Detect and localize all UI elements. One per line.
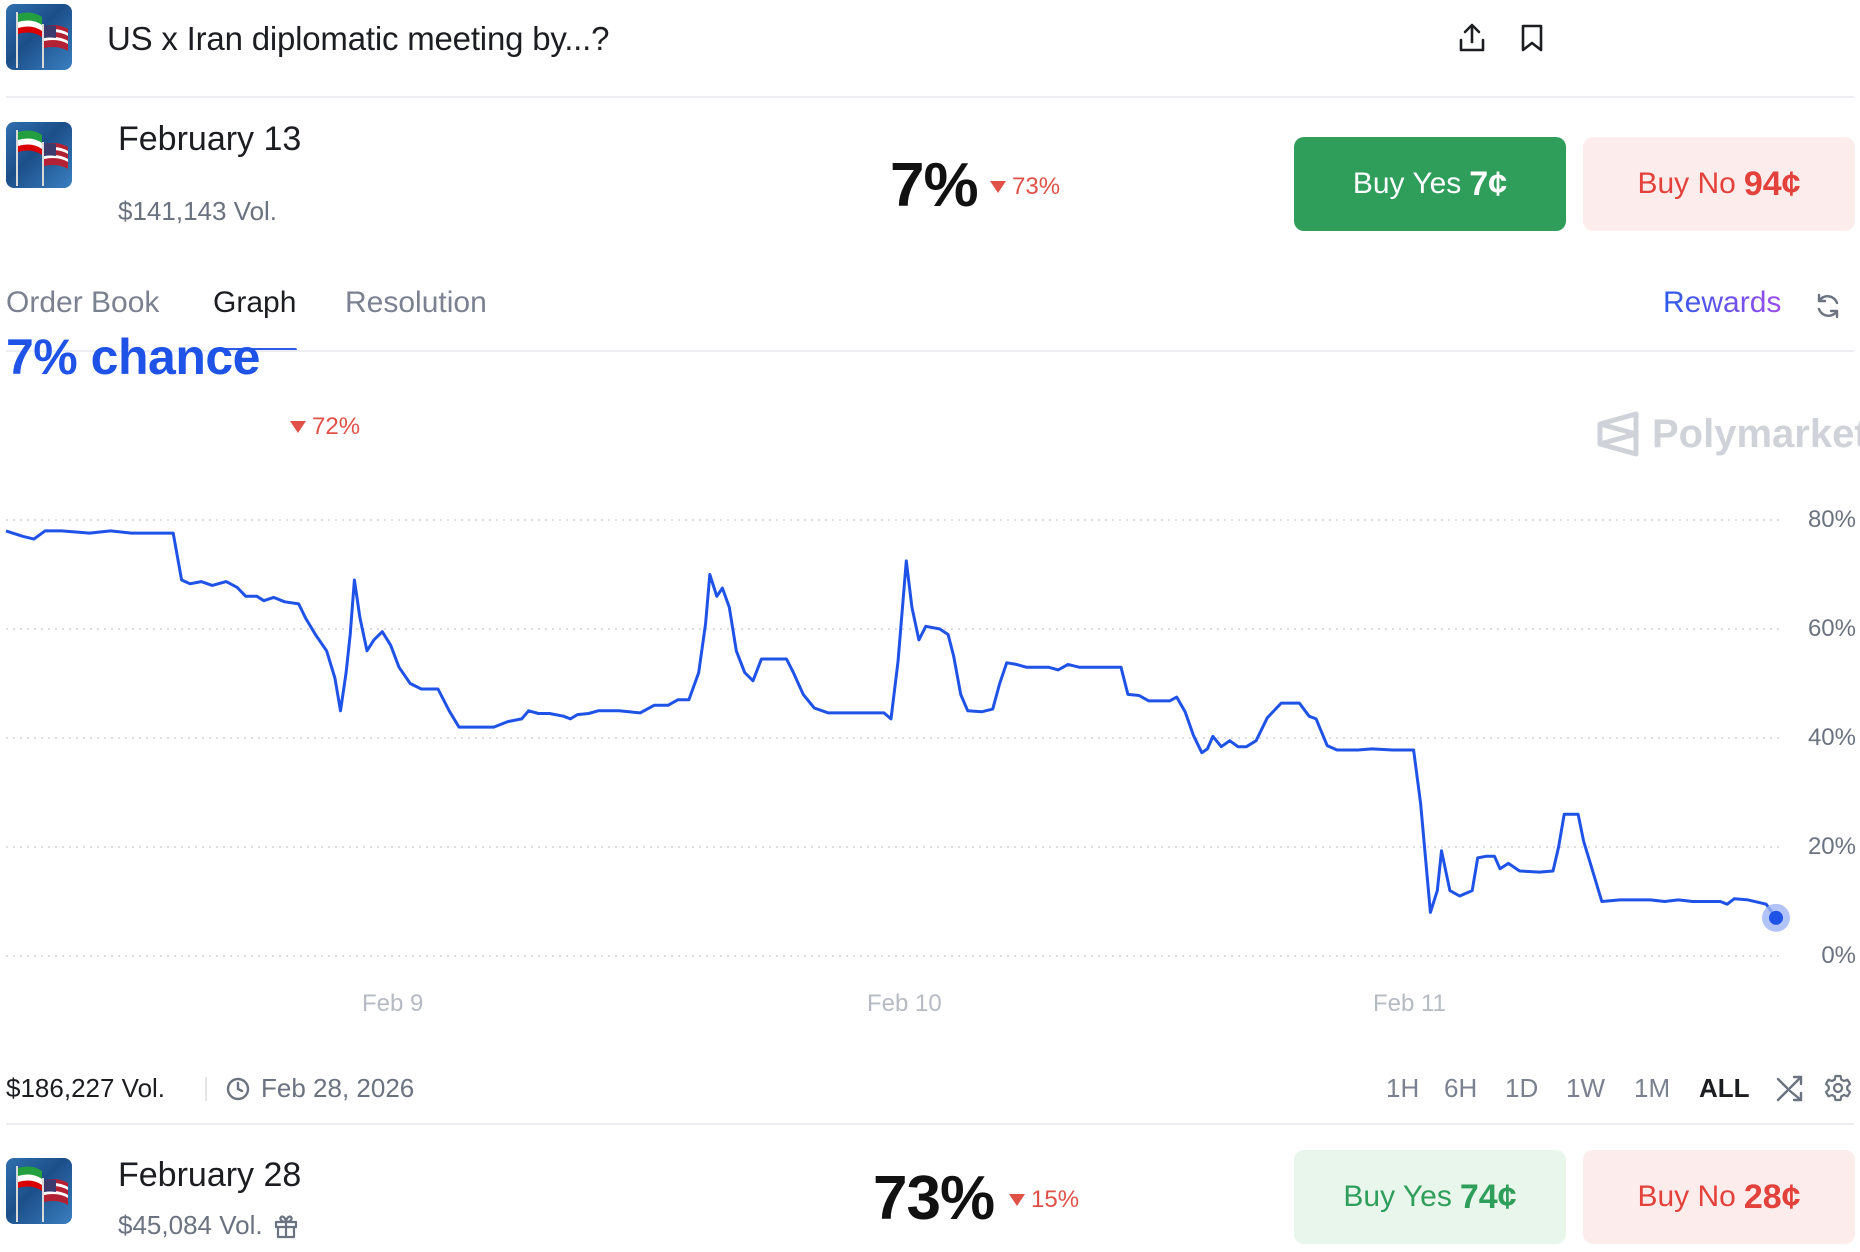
page-title: US x Iran diplomatic meeting by...? — [107, 20, 610, 57]
tab-resolution[interactable]: Resolution — [345, 286, 487, 319]
buy-yes-price: 7¢ — [1469, 164, 1508, 203]
end-date: Feb 28, 2026 — [225, 1073, 414, 1104]
range-1d[interactable]: 1D — [1505, 1073, 1539, 1103]
buy-yes-button[interactable]: Buy Yes 7¢ — [1294, 137, 1566, 231]
market-change: 73% — [990, 173, 1060, 201]
divider — [6, 350, 1854, 352]
range-6h[interactable]: 6H — [1444, 1073, 1478, 1103]
clock-icon — [226, 1077, 250, 1100]
range-all[interactable]: ALL — [1699, 1073, 1750, 1103]
share-icon[interactable] — [1452, 18, 1492, 58]
market-volume-row: $45,084 Vol. — [118, 1210, 299, 1241]
market-percent: 73% — [873, 1164, 995, 1233]
rewards-label: Rewards — [1663, 286, 1782, 319]
buy-yes-button[interactable]: Buy Yes 74¢ — [1294, 1150, 1566, 1244]
market-volume: $45,084 Vol. — [118, 1210, 263, 1240]
market-change-value: 73% — [1012, 173, 1061, 200]
polymarket-logo-icon — [1597, 411, 1639, 457]
market-logo — [6, 122, 72, 188]
total-volume: $186,227 Vol. — [6, 1073, 166, 1103]
market-date: February 28 — [118, 1156, 302, 1194]
chart-y-tick: 0% — [1821, 942, 1856, 969]
tab-graph[interactable]: Graph — [213, 286, 297, 319]
down-arrow-icon — [990, 181, 1006, 193]
range-1w[interactable]: 1W — [1566, 1073, 1605, 1103]
range-1m[interactable]: 1M — [1634, 1073, 1671, 1103]
market-percent: 7% — [890, 151, 979, 220]
chart-x-tick: Feb 9 — [362, 990, 424, 1017]
buy-no-button[interactable]: Buy No 28¢ — [1583, 1150, 1855, 1244]
market-change-value: 15% — [1031, 1186, 1080, 1213]
down-arrow-icon — [290, 421, 306, 433]
tab-order-book[interactable]: Order Book — [6, 286, 160, 319]
chart-x-tick: Feb 11 — [1373, 990, 1446, 1017]
settings-gear-icon[interactable] — [1818, 1068, 1858, 1108]
chart-endpoint-dot — [1769, 910, 1783, 925]
buy-yes-label: Buy Yes — [1343, 1180, 1452, 1213]
market-logo — [6, 4, 72, 70]
footer-separator — [205, 1077, 207, 1101]
chart-x-tick: Feb 10 — [867, 990, 942, 1017]
range-1h[interactable]: 1H — [1386, 1073, 1420, 1103]
bookmark-icon[interactable] — [1512, 18, 1552, 58]
shuffle-icon[interactable] — [1770, 1068, 1810, 1108]
divider — [6, 96, 1854, 98]
refresh-icon[interactable] — [1808, 286, 1848, 326]
buy-no-label: Buy No — [1637, 1180, 1736, 1213]
buy-no-button[interactable]: Buy No 94¢ — [1583, 137, 1855, 231]
down-arrow-icon — [1009, 1194, 1025, 1206]
chart-y-tick: 60% — [1807, 615, 1856, 642]
market-logo — [6, 1158, 72, 1224]
market-change: 15% — [1009, 1186, 1079, 1214]
buy-yes-price: 74¢ — [1459, 1177, 1517, 1216]
buy-no-price: 28¢ — [1743, 1177, 1801, 1216]
chance-change-value: 72% — [312, 413, 361, 440]
gift-icon — [274, 1214, 297, 1238]
chart-y-tick: 40% — [1807, 724, 1856, 751]
chart-series-line — [5, 529, 1778, 919]
chart-y-tick: 20% — [1807, 833, 1856, 860]
watermark: Polymarket — [1596, 410, 1860, 458]
buy-yes-label: Buy Yes — [1352, 167, 1462, 200]
buy-no-price: 94¢ — [1743, 164, 1801, 203]
end-date-text: Feb 28, 2026 — [261, 1073, 415, 1103]
chance-label: 7% chance — [6, 329, 260, 385]
market-volume: $141,143 Vol. — [118, 196, 278, 226]
chance-change: 72% — [290, 413, 360, 441]
rewards-link[interactable]: Rewards — [1663, 286, 1781, 320]
divider — [6, 1123, 1854, 1125]
buy-no-label: Buy No — [1637, 167, 1736, 200]
watermark-text: Polymarket — [1652, 411, 1860, 456]
chart-y-tick: 80% — [1807, 506, 1856, 533]
market-date: February 13 — [118, 120, 302, 158]
